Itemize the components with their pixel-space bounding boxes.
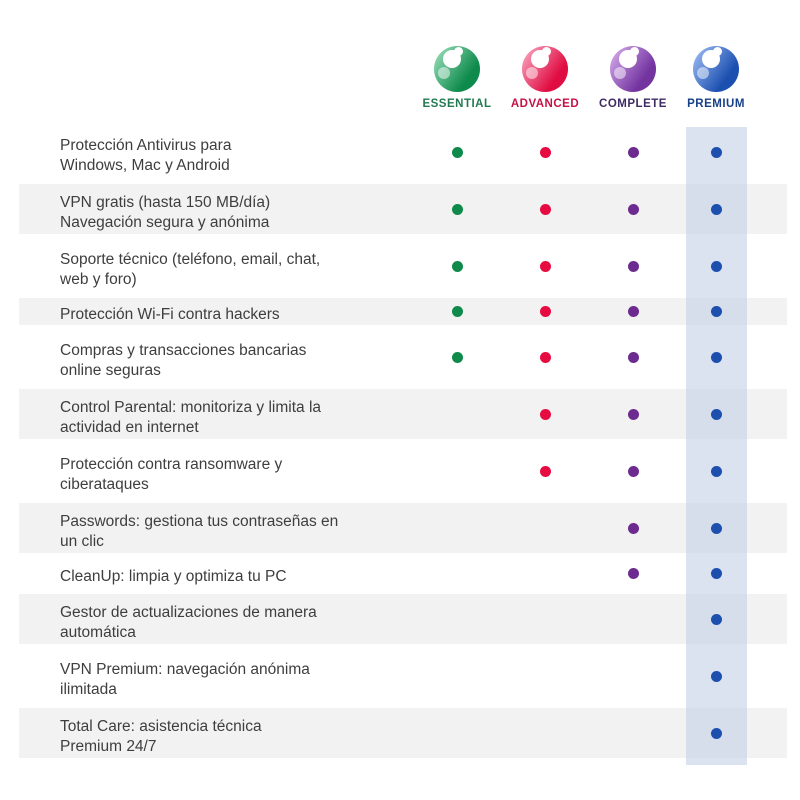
feature-text: VPN gratis (hasta 150 MB/día) Navegación… bbox=[60, 193, 271, 231]
table-row: VPN Premium: navegación anónima ilimitad… bbox=[19, 651, 787, 708]
table-row: CleanUp: limpia y optimiza tu PC bbox=[19, 560, 787, 594]
included-dot-complete bbox=[627, 568, 639, 579]
panda-logo-icon bbox=[610, 46, 656, 92]
feature-text: Compras y transacciones bancarias online… bbox=[60, 341, 307, 379]
table-row: Gestor de actualizaciones de manera auto… bbox=[19, 594, 787, 651]
included-dot-advanced bbox=[539, 351, 551, 363]
included-dot-advanced bbox=[539, 408, 551, 420]
included-dot-essential bbox=[451, 203, 463, 215]
table-row: Compras y transacciones bancarias online… bbox=[19, 332, 787, 389]
plan-column-complete: COMPLETE bbox=[583, 46, 683, 110]
included-dot-premium bbox=[710, 203, 722, 215]
table-row: Total Care: asistencia técnica Premium 2… bbox=[19, 708, 787, 765]
included-dot-essential bbox=[451, 260, 463, 272]
table-row: Protección Wi-Fi contra hackers bbox=[19, 298, 787, 332]
included-dot-premium bbox=[710, 260, 722, 272]
panda-paw-shape bbox=[526, 67, 538, 79]
plan-label: PREMIUM bbox=[687, 98, 745, 110]
included-dot-complete bbox=[627, 522, 639, 534]
feature-text: Passwords: gestiona tus contraseñas en u… bbox=[60, 512, 339, 550]
included-dot-advanced bbox=[539, 203, 551, 215]
included-dot-complete bbox=[627, 408, 639, 420]
feature-text: Protección Wi-Fi contra hackers bbox=[60, 306, 280, 323]
feature-text: Soporte técnico (teléfono, email, chat, … bbox=[60, 250, 321, 288]
included-dot-essential bbox=[451, 146, 463, 158]
included-dot-complete bbox=[627, 146, 639, 158]
feature-text: Total Care: asistencia técnica Premium 2… bbox=[60, 717, 262, 755]
plan-column-premium: PREMIUM bbox=[666, 46, 766, 110]
panda-ear-shape bbox=[713, 47, 722, 56]
table-row: Protección contra ransomware y ciberataq… bbox=[19, 446, 787, 503]
table-row: Soporte técnico (teléfono, email, chat, … bbox=[19, 241, 787, 298]
feature-text: Protección contra ransomware y ciberataq… bbox=[60, 455, 283, 493]
included-dot-advanced bbox=[539, 306, 551, 317]
included-dot-premium bbox=[710, 522, 722, 534]
included-dot-premium bbox=[710, 146, 722, 158]
panda-paw-shape bbox=[614, 67, 626, 79]
plan-column-essential: ESSENTIAL bbox=[407, 46, 507, 110]
included-dot-advanced bbox=[539, 260, 551, 272]
included-dot-premium bbox=[710, 408, 722, 420]
panda-logo-icon bbox=[693, 46, 739, 92]
feature-text: VPN Premium: navegación anónima ilimitad… bbox=[60, 660, 310, 698]
panda-ear-shape bbox=[454, 47, 463, 56]
table-row: Control Parental: monitoriza y limita la… bbox=[19, 389, 787, 446]
included-dot-complete bbox=[627, 465, 639, 477]
feature-table: Protección Antivirus para Windows, Mac y… bbox=[19, 127, 787, 765]
included-dot-premium bbox=[710, 306, 722, 317]
plan-label: COMPLETE bbox=[599, 98, 667, 110]
panda-logo-icon bbox=[522, 46, 568, 92]
included-dot-premium bbox=[710, 727, 722, 739]
included-dot-complete bbox=[627, 260, 639, 272]
included-dot-premium bbox=[710, 465, 722, 477]
included-dot-essential bbox=[451, 351, 463, 363]
included-dot-premium bbox=[710, 670, 722, 682]
panda-paw-shape bbox=[438, 67, 450, 79]
panda-paw-shape bbox=[697, 67, 709, 79]
plan-label: ADVANCED bbox=[510, 98, 580, 110]
plan-column-advanced: ADVANCED bbox=[495, 46, 595, 110]
panda-ear-shape bbox=[630, 47, 639, 56]
included-dot-essential bbox=[451, 306, 463, 317]
table-row: VPN gratis (hasta 150 MB/día) Navegación… bbox=[19, 184, 787, 241]
included-dot-complete bbox=[627, 306, 639, 317]
panda-ear-shape bbox=[542, 47, 551, 56]
included-dot-premium bbox=[710, 613, 722, 625]
feature-text: Protección Antivirus para Windows, Mac y… bbox=[60, 136, 232, 174]
included-dot-premium bbox=[710, 351, 722, 363]
feature-text: CleanUp: limpia y optimiza tu PC bbox=[60, 568, 287, 585]
panda-logo-icon bbox=[434, 46, 480, 92]
feature-text: Control Parental: monitoriza y limita la… bbox=[60, 398, 322, 436]
table-row: Passwords: gestiona tus contraseñas en u… bbox=[19, 503, 787, 560]
included-dot-complete bbox=[627, 351, 639, 363]
plan-label: ESSENTIAL bbox=[422, 98, 492, 110]
table-row: Protección Antivirus para Windows, Mac y… bbox=[19, 127, 787, 184]
included-dot-premium bbox=[710, 568, 722, 579]
included-dot-advanced bbox=[539, 146, 551, 158]
included-dot-advanced bbox=[539, 465, 551, 477]
included-dot-complete bbox=[627, 203, 639, 215]
feature-text: Gestor de actualizaciones de manera auto… bbox=[60, 603, 317, 641]
